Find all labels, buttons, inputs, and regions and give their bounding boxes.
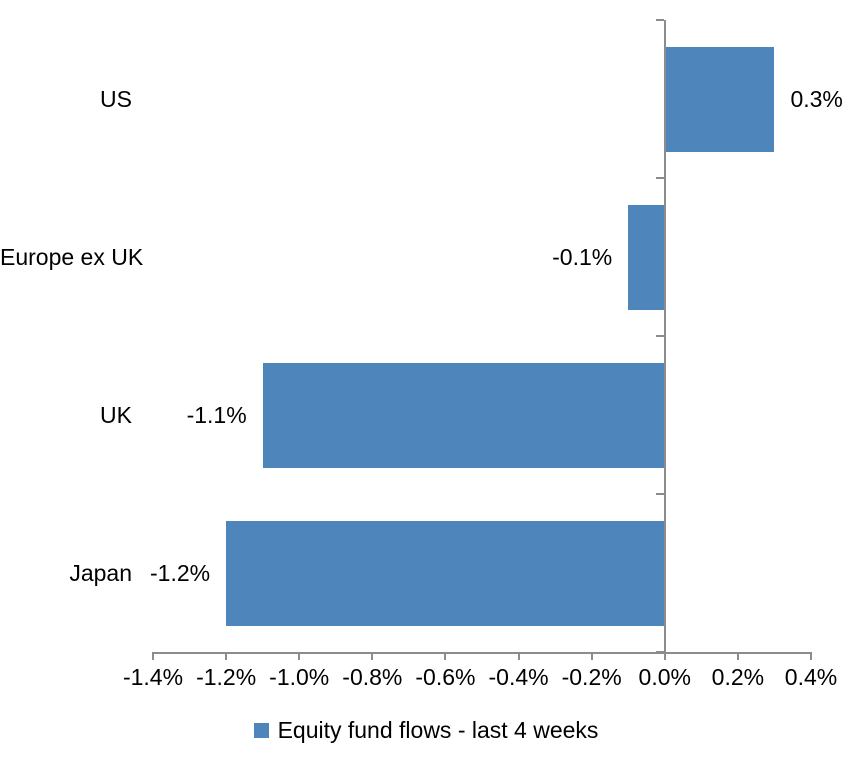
category-label: Europe ex UK <box>0 244 144 270</box>
series-bar <box>664 46 775 152</box>
x-tick-label: 0.4% <box>784 664 838 690</box>
x-axis-tick-mark <box>663 652 666 660</box>
x-tick-label: -1.2% <box>196 664 257 690</box>
series-bar <box>628 204 665 310</box>
category-label: US <box>100 86 132 112</box>
category-label: Japan <box>69 560 132 586</box>
series-bar <box>226 520 665 626</box>
x-tick-label: -1.0% <box>269 664 330 690</box>
legend: Equity fund flows - last 4 weeks <box>0 716 852 744</box>
x-axis-tick-mark <box>444 652 447 660</box>
x-tick-label: -0.6% <box>415 664 476 690</box>
x-tick-label: 0.2% <box>711 664 765 690</box>
x-axis-tick-mark <box>590 652 593 660</box>
zero-axis-line <box>663 20 666 660</box>
x-tick-label: 0.0% <box>638 664 691 690</box>
legend-series-label: Equity fund flows - last 4 weeks <box>277 717 599 743</box>
x-axis-tick-mark <box>371 652 374 660</box>
x-axis-line <box>152 652 812 654</box>
x-axis-tick-mark <box>736 652 739 660</box>
category-label: UK <box>100 402 132 428</box>
bar-value-label: -1.2% <box>150 560 211 586</box>
x-axis-tick-mark <box>517 652 520 660</box>
x-tick-label: -0.4% <box>488 664 549 690</box>
x-tick-label: -0.2% <box>561 664 622 690</box>
x-axis-tick-mark <box>152 652 154 660</box>
category-axis-tick-mark <box>655 19 664 21</box>
category-axis-tick-mark <box>655 493 664 495</box>
bar-value-label: -1.1% <box>186 402 247 428</box>
x-axis-tick-mark <box>225 652 228 660</box>
x-axis-tick-mark <box>810 652 812 660</box>
series-bar <box>262 362 665 468</box>
category-axis-tick-mark <box>655 177 664 179</box>
bar-value-label: 0.3% <box>790 86 843 112</box>
legend-series-marker <box>253 722 269 738</box>
x-axis-tick-mark <box>298 652 301 660</box>
category-axis-tick-mark <box>655 335 664 337</box>
x-tick-label: -1.4% <box>122 664 184 690</box>
x-tick-label: -0.8% <box>342 664 403 690</box>
bar-value-label: -0.1% <box>552 244 613 270</box>
